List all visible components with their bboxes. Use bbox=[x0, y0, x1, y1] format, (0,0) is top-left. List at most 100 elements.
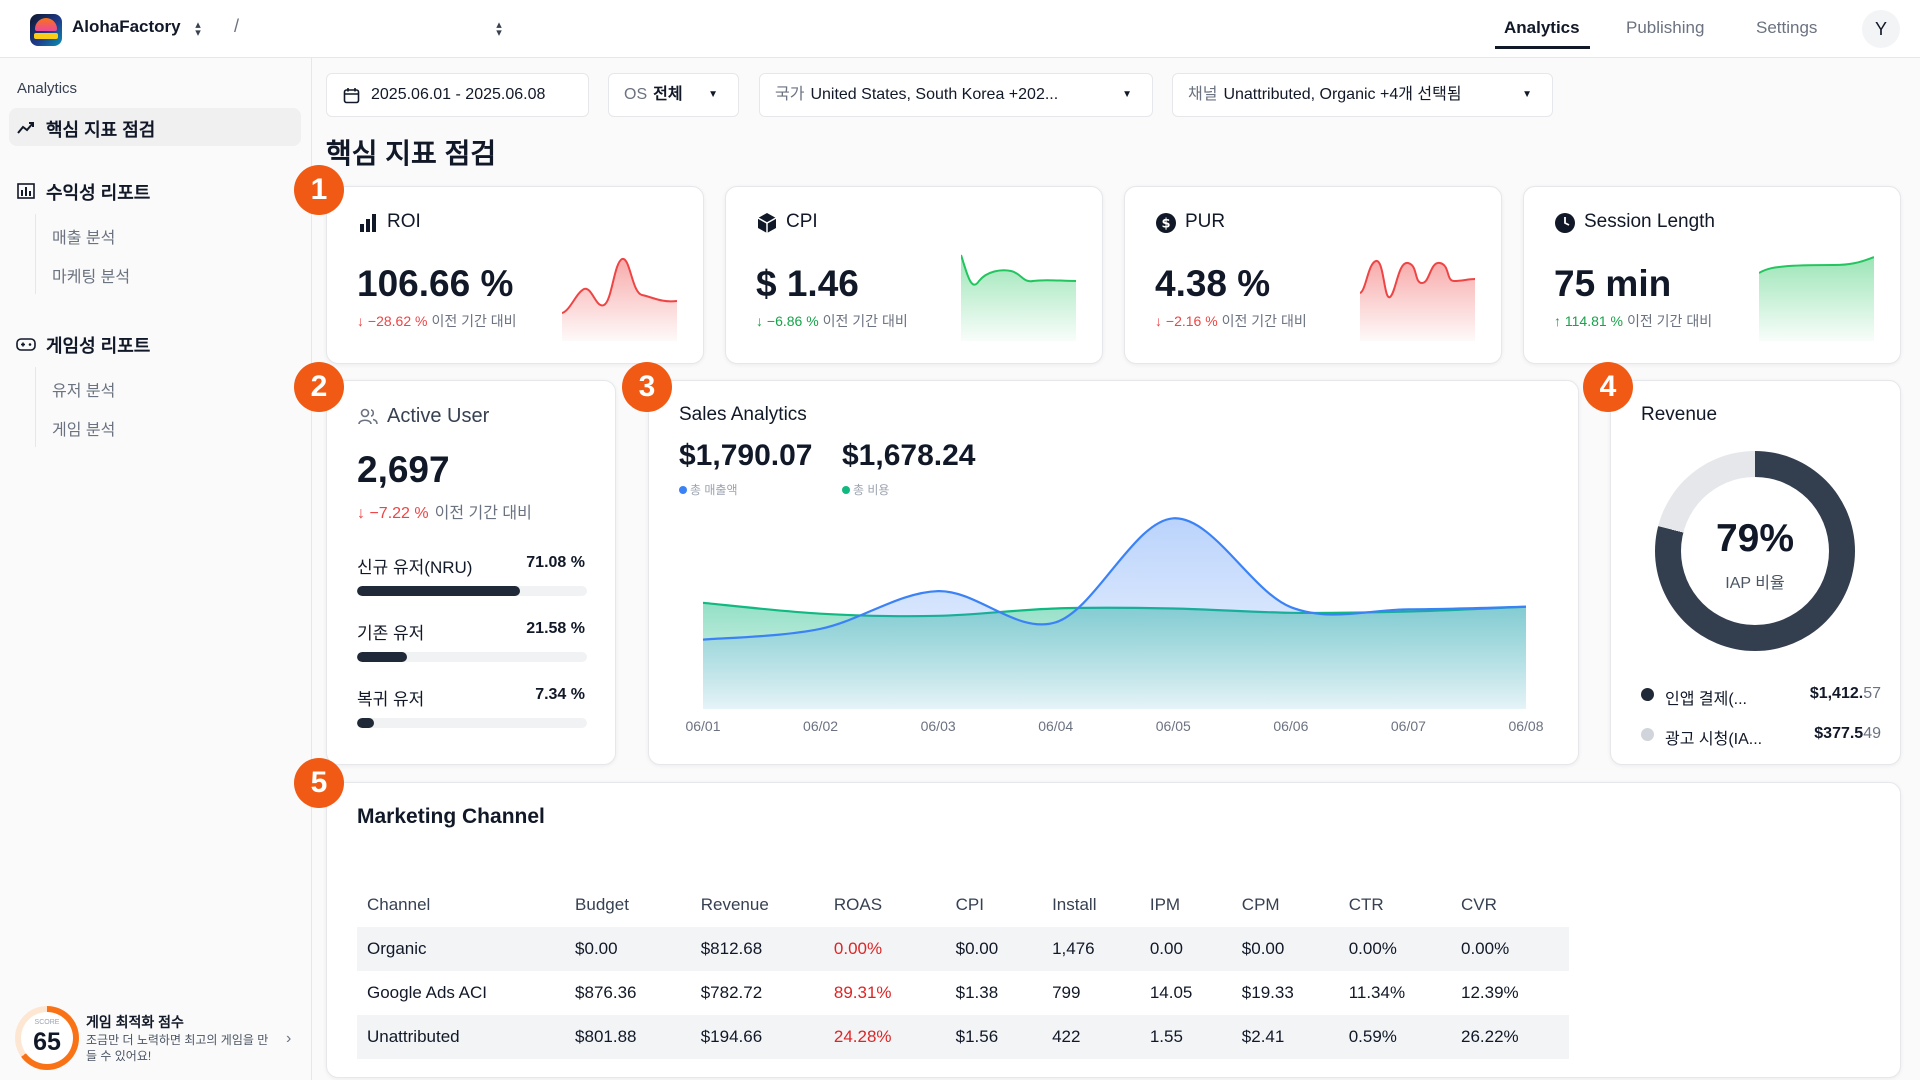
date-range-picker[interactable]: 2025.06.01 - 2025.06.08 bbox=[326, 73, 589, 117]
kpi-delta-compare: 이전 기간 대비 bbox=[431, 313, 517, 329]
channel-filter-value: Unattributed, Organic +4개 선택됨 bbox=[1223, 86, 1462, 103]
kpi-card-roi[interactable]: ROI 106.66 % ↓ −28.62 % 이전 기간 대비 bbox=[326, 186, 704, 364]
column-header[interactable]: CVR bbox=[1461, 895, 1497, 914]
sidebar-item-user-analysis[interactable]: 유저 분석 bbox=[52, 383, 116, 400]
tab-analytics[interactable]: Analytics bbox=[1504, 18, 1580, 37]
score-description: 조금만 더 노력하면 최고의 게임을 만들 수 있어요! bbox=[86, 1033, 269, 1063]
caret-down-icon: ▼ bbox=[708, 89, 718, 100]
column-header[interactable]: ROAS bbox=[833, 895, 883, 914]
table-row[interactable]: Unattributed $801.88 $194.66 24.28% $1.5… bbox=[357, 1015, 1569, 1059]
page-title: 핵심 지표 점검 bbox=[326, 138, 497, 169]
date-range-value: 2025.06.01 - 2025.06.08 bbox=[371, 86, 546, 103]
sidebar-item-core-metrics[interactable] bbox=[9, 108, 301, 146]
kpi-card-session-length[interactable]: Session Length 75 min ↑ 114.81 % 이전 기간 대비 bbox=[1523, 186, 1901, 364]
column-header[interactable]: CPM bbox=[1241, 895, 1280, 914]
country-filter-value: United States, South Korea +202... bbox=[810, 86, 1059, 103]
app-name[interactable]: AlohaFactory bbox=[72, 17, 181, 36]
column-header[interactable]: Install bbox=[1052, 895, 1097, 914]
avatar[interactable]: Y bbox=[1862, 10, 1900, 48]
country-filter[interactable]: 국가 United States, South Korea +202... ▼ bbox=[759, 73, 1153, 117]
kpi-delta: ↓ −2.16 % 이전 기간 대비 bbox=[1155, 313, 1307, 329]
table-cell: $1.38 bbox=[955, 983, 999, 1002]
sidebar-item-revenue-report[interactable]: 수익성 리포트 bbox=[46, 183, 151, 203]
revenue-card[interactable]: Revenue 79% IAP 비율 인앱 결제(... $1,412.57 광… bbox=[1610, 380, 1901, 765]
marketing-channel-card: Marketing Channel Channel Budget Revenue… bbox=[326, 782, 1901, 1078]
table-cell: 89.31% bbox=[833, 983, 892, 1002]
table-cell: 0.00% bbox=[1338, 927, 1451, 971]
column-header[interactable]: CTR bbox=[1348, 895, 1384, 914]
table-row[interactable]: Google Ads ACI $876.36 $782.72 89.31% $1… bbox=[357, 971, 1569, 1015]
active-tab-indicator bbox=[1495, 46, 1590, 49]
kpi-title: Session Length bbox=[1584, 211, 1715, 232]
chevron-right-icon[interactable]: › bbox=[286, 1030, 292, 1047]
os-filter-value: 전체 bbox=[653, 86, 683, 103]
kpi-card-cpi[interactable]: CPI $ 1.46 ↓ −6.86 % 이전 기간 대비 bbox=[725, 186, 1103, 364]
legend-name: 광고 시청(IA... bbox=[1665, 731, 1763, 748]
os-filter-label: OS bbox=[624, 86, 648, 103]
breadcrumb-separator: / bbox=[234, 16, 240, 36]
sidebar-caption: Analytics bbox=[17, 80, 78, 97]
segment-bar bbox=[357, 652, 587, 662]
cube-icon bbox=[757, 213, 777, 233]
sidebar-item-label[interactable]: 핵심 지표 점검 bbox=[46, 120, 156, 140]
column-header[interactable]: CPI bbox=[955, 895, 984, 914]
tab-settings[interactable]: Settings bbox=[1756, 18, 1818, 37]
column-header[interactable]: IPM bbox=[1149, 895, 1181, 914]
table-cell: 1,476 bbox=[1042, 927, 1140, 971]
donut-label: IAP 비율 bbox=[1725, 575, 1785, 592]
segment-pct: 71.08 % bbox=[526, 554, 585, 571]
sidebar-item-game-analysis[interactable]: 게임 분석 bbox=[52, 422, 116, 439]
sidebar-item-marketing-analysis[interactable]: 마케팅 분석 bbox=[52, 269, 131, 286]
app-logo-icon[interactable] bbox=[30, 14, 62, 46]
column-header[interactable]: Revenue bbox=[700, 895, 769, 914]
os-filter[interactable]: OS 전체 ▼ bbox=[608, 73, 739, 117]
active-user-delta-value: −7.22 % bbox=[369, 505, 429, 522]
table-cell: 26.22% bbox=[1451, 1015, 1569, 1059]
table-cell: 24.28% bbox=[823, 1015, 946, 1059]
x-tick-label: 06/05 bbox=[1156, 718, 1191, 734]
sidebar-item-sales-analysis[interactable]: 매출 분석 bbox=[52, 230, 116, 247]
channel-filter-label: 채널 bbox=[1188, 86, 1218, 103]
x-tick-label: 06/02 bbox=[803, 718, 838, 734]
step-badge-1: 1 bbox=[294, 165, 344, 215]
kpi-card-pur[interactable]: $ PUR 4.38 % ↓ −2.16 % 이전 기간 대비 bbox=[1124, 186, 1502, 364]
kpi-delta: ↑ 114.81 % 이전 기간 대비 bbox=[1554, 313, 1713, 329]
session-sparkline bbox=[1759, 256, 1874, 341]
legend-value-main: $1,412. bbox=[1809, 685, 1864, 702]
table-cell: 0.00 bbox=[1139, 927, 1232, 971]
table-cell: Organic bbox=[357, 927, 566, 971]
tab-publishing[interactable]: Publishing bbox=[1626, 18, 1705, 37]
table-cell: 11.34% bbox=[1348, 983, 1406, 1002]
channel-filter[interactable]: 채널 Unattributed, Organic +4개 선택됨 ▼ bbox=[1172, 73, 1553, 117]
kpi-value: 75 min bbox=[1554, 263, 1672, 304]
kpi-delta-value: 114.81 % bbox=[1564, 313, 1624, 329]
table-cell: 1.55 bbox=[1139, 1015, 1232, 1059]
column-header[interactable]: Budget bbox=[575, 895, 629, 914]
segment-label: 신규 유저(NRU) bbox=[357, 558, 473, 577]
kpi-value: 4.38 % bbox=[1155, 263, 1271, 304]
table-row[interactable]: Organic $0.00 $812.68 0.00% $0.00 1,476 … bbox=[357, 927, 1569, 971]
donut-percentage: 79% bbox=[1715, 517, 1795, 560]
table-cell: $0.00 bbox=[1231, 927, 1339, 971]
table-cell: Unattributed bbox=[357, 1015, 566, 1059]
revenue-title: Revenue bbox=[1641, 404, 1718, 425]
column-header[interactable]: Channel bbox=[367, 895, 431, 914]
sales-analytics-card[interactable]: Sales Analytics $1,790.07 총 매출액 $1,678.2… bbox=[648, 380, 1579, 765]
legend-value-cents: 49 bbox=[1863, 725, 1881, 742]
pur-sparkline bbox=[1360, 259, 1475, 341]
bar-chart-icon bbox=[17, 183, 35, 199]
table-cell: $0.00 bbox=[945, 927, 1043, 971]
project-switcher-chevron-icon[interactable]: ▴ ▾ bbox=[496, 19, 502, 39]
segment-bar bbox=[357, 586, 587, 596]
legend-dot bbox=[1641, 728, 1654, 741]
calendar-icon bbox=[343, 88, 360, 104]
sales-analytics-title: Sales Analytics bbox=[679, 404, 807, 425]
sales-legend-dot bbox=[679, 486, 687, 494]
bar-chart-icon bbox=[360, 214, 376, 232]
kpi-delta-compare: 이전 기간 대비 bbox=[822, 313, 908, 329]
table-cell: $0.00 bbox=[565, 927, 691, 971]
app-switcher-chevron-icon[interactable]: ▴ ▾ bbox=[195, 19, 201, 39]
score-title[interactable]: 게임 최적화 점수 bbox=[86, 1014, 184, 1030]
active-user-card[interactable]: Active User 2,697 ↓ −7.22 % 이전 기간 대비 신규 유… bbox=[326, 380, 616, 765]
sidebar-item-game-report[interactable]: 게임성 리포트 bbox=[46, 336, 151, 356]
